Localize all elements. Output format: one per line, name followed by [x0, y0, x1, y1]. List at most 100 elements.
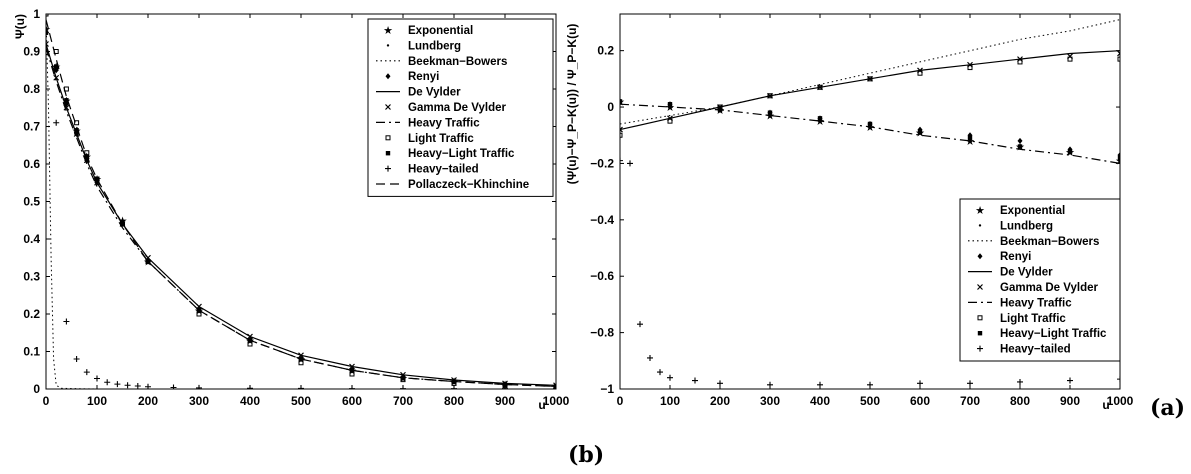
y-tick-label: 0: [607, 100, 614, 114]
data-point: [1017, 137, 1023, 144]
legend-label: Exponential: [408, 25, 473, 37]
data-point: [1117, 50, 1120, 57]
data-point: [1117, 155, 1120, 160]
x-tick-label: 800: [444, 394, 464, 408]
x-tick-label: 200: [710, 394, 730, 408]
legend-item-exponential: ★ Exponential: [383, 24, 473, 37]
data-point: [46, 27, 48, 31]
legend-item-beekman-bowers: Beekman−Bowers: [968, 236, 1099, 248]
legend-label: Gamma De Vylder: [408, 102, 507, 114]
panel-label-b: (b): [568, 442, 604, 468]
chart-psi: 0 100 200 300 400 500 600 700 800 900 1000 0 0.1 0.2 0…: [13, 7, 570, 412]
series-beekman-bowers: [620, 19, 1120, 125]
data-point: ★: [41, 23, 51, 36]
data-point: [94, 375, 100, 382]
legend-label: Beekman−Bowers: [1000, 236, 1099, 248]
x-tick-label: 700: [960, 394, 980, 408]
legend-label: Pollaczeck−Khinchine: [408, 179, 529, 191]
legend-item-beekman-bowers: Beekman−Bowers: [376, 56, 507, 68]
data-point: [196, 384, 202, 389]
y-tick-label: 0.5: [23, 195, 40, 209]
data-point: ★: [1115, 155, 1125, 168]
data-point: [145, 383, 151, 389]
y-tick-label: 0.8: [23, 82, 40, 96]
series-line: [46, 43, 556, 386]
data-point: [53, 119, 60, 126]
data-point: [400, 385, 406, 389]
data-point: [298, 385, 304, 389]
data-point: [451, 385, 457, 389]
data-point: [627, 160, 633, 167]
data-point: [74, 120, 80, 126]
data-point: [717, 107, 723, 113]
data-point: [46, 41, 49, 47]
data-point: [145, 259, 151, 264]
data-point: [867, 381, 873, 388]
legend-swatch: [385, 165, 391, 172]
legend-label: De Vylder: [408, 87, 461, 99]
series-heavy-light-traffic: [620, 99, 1120, 160]
data-point: [114, 381, 121, 388]
data-point: [502, 382, 508, 387]
series-heavy-tailed: [46, 29, 556, 389]
legend-swatch: [977, 315, 983, 321]
data-point: [247, 385, 253, 389]
legend-item-heavy-traffic: Heavy Traffic: [376, 117, 480, 129]
data-point: [967, 135, 973, 141]
series-pollaczeck-khinchine: [46, 19, 556, 387]
y-tick-label: 1: [33, 7, 40, 21]
legend-item-lundberg: Lundberg: [978, 220, 1053, 232]
legend-label: Exponential: [1000, 205, 1065, 217]
series-line: [46, 19, 556, 387]
data-point: ★: [615, 95, 625, 108]
data-point: [967, 380, 973, 387]
legend-item-gamma-de-vylder: Gamma De Vylder: [977, 282, 1099, 294]
legend-label: Heavy−tailed: [1000, 344, 1071, 356]
data-point: [647, 354, 653, 361]
legend-label: Lundberg: [1000, 220, 1053, 232]
x-tick-label: 1000: [543, 394, 570, 408]
legend-label: Heavy−Light Traffic: [1000, 328, 1107, 340]
data-point: [1067, 149, 1073, 155]
x-tick-label: 1000: [1107, 394, 1134, 408]
y-tick-label: −0.8: [590, 326, 614, 340]
series-line: [620, 50, 1120, 131]
data-point: [170, 384, 177, 389]
legend-item-heavy-light-traffic: Heavy−Light Traffic: [385, 148, 515, 160]
x-tick-label: 700: [393, 394, 413, 408]
data-point: [553, 385, 556, 389]
legend-swatch: [385, 151, 391, 156]
data-point: [667, 102, 673, 107]
legend-label: Beekman−Bowers: [408, 56, 507, 68]
legend-item-light-traffic: Light Traffic: [977, 313, 1066, 325]
chart-relative-error: 0 100 200 300 400 500 600 700 800 900 1000 −1 −0.8 −0…: [565, 13, 1134, 412]
x-tick-label: 500: [860, 394, 880, 408]
x-tick-label: 0: [43, 394, 50, 408]
data-point: [74, 128, 79, 133]
legend-item-heavy-traffic: Heavy Traffic: [968, 297, 1072, 309]
data-point: [124, 382, 131, 389]
data-point: [1017, 378, 1023, 385]
y-tick-label: 0.1: [23, 345, 40, 359]
legend-label: Renyi: [408, 71, 439, 83]
data-point: [620, 132, 623, 138]
y-tick-label: 0.9: [23, 45, 40, 59]
data-point: [817, 84, 823, 90]
data-point: [667, 118, 673, 124]
legend-swatch: [385, 104, 391, 110]
data-point: [767, 110, 773, 115]
x-tick-label: 400: [810, 394, 830, 408]
y-tick-label: 0.4: [23, 232, 40, 246]
y-tick-label: 0.7: [23, 120, 40, 134]
data-point: [817, 116, 823, 121]
legend-item-heavy-tailed: Heavy−tailed: [977, 344, 1071, 356]
data-point: [46, 29, 49, 36]
legend: ★ Exponential Lundberg Beekman−Bowers Renyi D…: [367, 18, 554, 197]
data-point: [867, 121, 873, 127]
x-tick-label: 300: [760, 394, 780, 408]
data-point: [121, 219, 124, 222]
x-tick-label: 100: [87, 394, 107, 408]
x-axis-label: u: [1102, 398, 1109, 412]
legend-swatch: [977, 345, 983, 352]
